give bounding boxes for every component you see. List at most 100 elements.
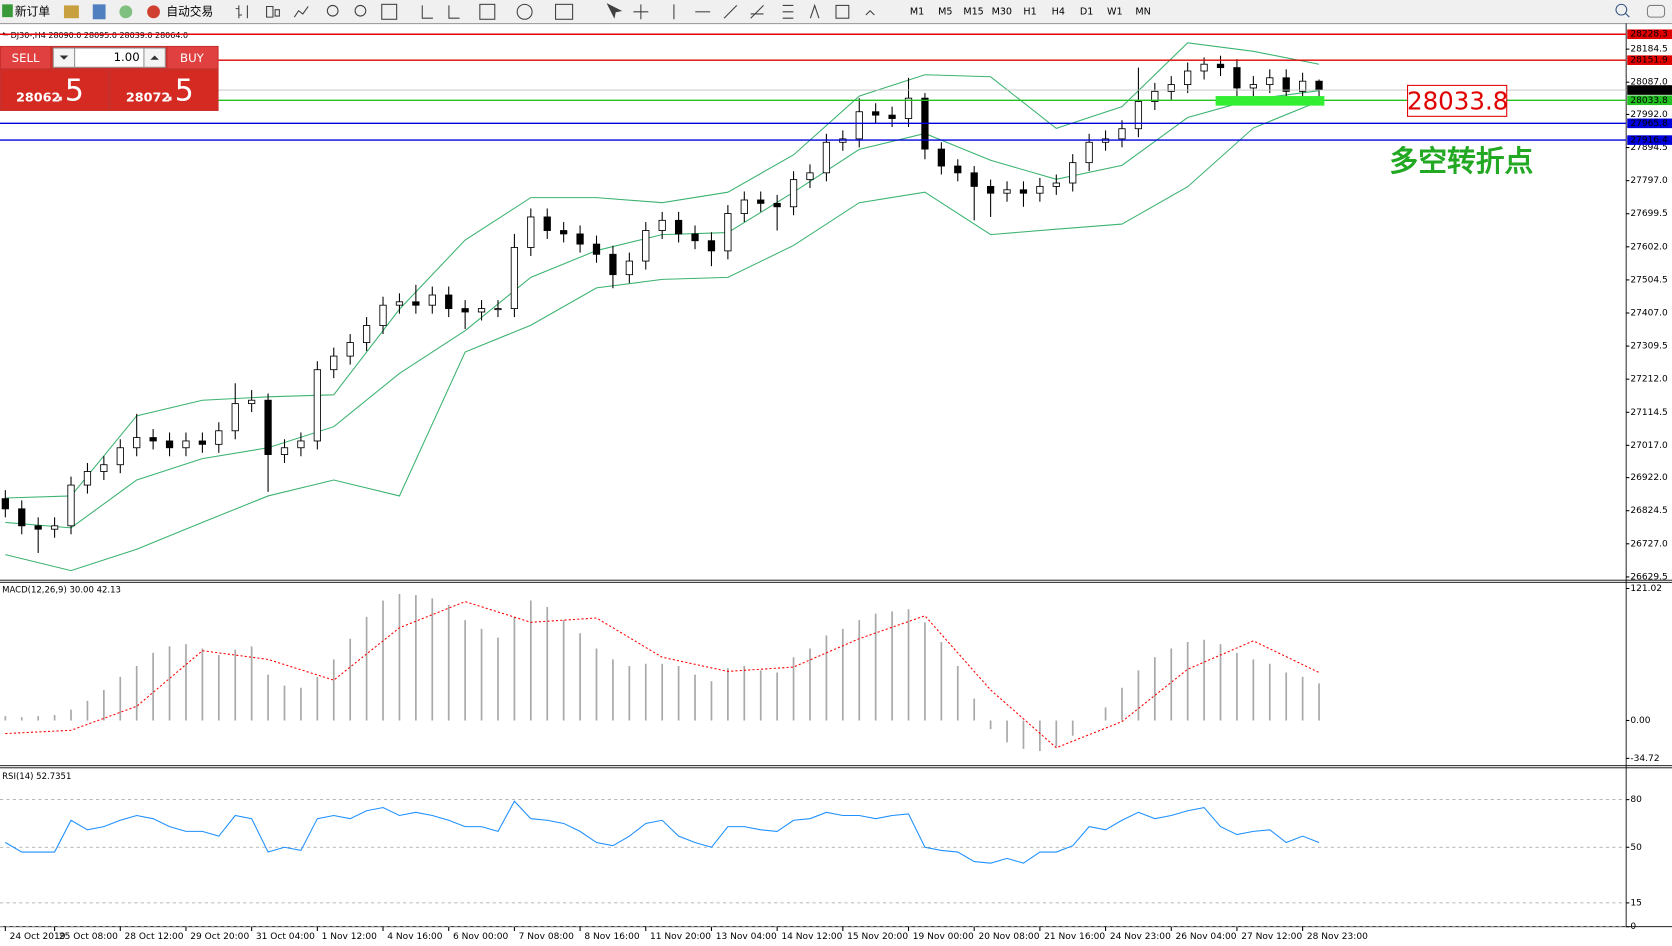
candle-body	[674, 219, 683, 235]
arrow	[59, 55, 69, 60]
candle-body	[1118, 128, 1126, 140]
crosshair[interactable]	[633, 4, 649, 20]
sell-price-box[interactable]	[2, 70, 108, 110]
autoscroll[interactable]	[421, 5, 433, 19]
auto-trading-icon[interactable]	[147, 5, 160, 19]
icon[interactable]	[92, 4, 106, 20]
periods[interactable]	[516, 3, 533, 20]
timeframe-button[interactable]: M15	[963, 6, 983, 17]
zoom-in[interactable]	[326, 4, 339, 17]
timeframe-button[interactable]: M1	[910, 6, 924, 17]
plot: 28184.5 28087.0 27992.0 27894.5 27797.0 27699…	[0, 23, 1672, 942]
price-label: 28228.3	[1630, 30, 1668, 40]
x-tick-label: 8 Nov 16:00	[584, 932, 639, 942]
candle-body	[1200, 63, 1208, 72]
macd-signal	[5, 601, 1320, 749]
timeframe-button[interactable]: D1	[1080, 6, 1093, 17]
candle-body	[494, 308, 502, 311]
y-tick-label: 27992.0	[1630, 110, 1668, 120]
auto-trading-button[interactable]: 自动交易	[166, 4, 213, 18]
candle-body	[1052, 182, 1060, 187]
y-tick-label: 26922.0	[1630, 473, 1668, 483]
candle-body	[1151, 90, 1159, 102]
timeframe-button[interactable]: W1	[1107, 6, 1123, 17]
text-tool[interactable]	[809, 3, 820, 19]
y-tick-label: 50	[1630, 843, 1642, 853]
candle-body	[67, 484, 75, 527]
line-tool[interactable]	[293, 6, 309, 18]
chart-shift[interactable]	[448, 5, 460, 19]
bollinger-band	[5, 100, 1320, 572]
price-label-box	[1627, 29, 1672, 40]
timeframe-button[interactable]: H1	[1023, 6, 1036, 17]
search[interactable]	[1615, 3, 1630, 18]
tile-windows[interactable]	[381, 3, 398, 20]
candle-body	[395, 301, 404, 306]
candle-body	[872, 111, 880, 116]
timeframe-button[interactable]: M30	[992, 6, 1012, 17]
x-tick-label: 20 Nov 08:00	[978, 932, 1039, 942]
y-tick-label: 27797.0	[1630, 176, 1668, 186]
ask-fraction[interactable]: .5	[165, 73, 193, 108]
candle-body	[330, 355, 338, 371]
bar-chart-tool[interactable]	[235, 5, 248, 19]
trendline[interactable]	[723, 5, 738, 19]
candle-body	[707, 240, 716, 252]
candle-body	[740, 199, 748, 214]
bid-price[interactable]: 28062	[16, 91, 60, 106]
timeframe-button[interactable]: MN	[1135, 6, 1150, 17]
x-tick-label: 31 Oct 04:00	[256, 932, 315, 942]
sell-button[interactable]	[1, 47, 51, 69]
timeframe-button[interactable]: M5	[938, 6, 952, 17]
bid-fraction[interactable]: .5	[55, 73, 83, 108]
price-label: 28064.0	[1630, 86, 1668, 96]
new-order-button[interactable]: 新订单	[15, 4, 50, 18]
sell-label[interactable]: SELL	[12, 51, 40, 65]
lot-value[interactable]: 1.00	[114, 50, 140, 64]
new-order-icon[interactable]	[2, 4, 13, 18]
candle-body	[215, 430, 223, 445]
zoom-out[interactable]	[354, 4, 367, 17]
x-tick-label: 24 Oct 2019	[10, 932, 66, 942]
price-label-box	[1627, 135, 1672, 145]
channel[interactable]	[750, 5, 764, 19]
candle-body	[1249, 84, 1257, 89]
templates[interactable]	[555, 3, 574, 20]
candle-body	[198, 440, 207, 445]
candle-body	[1085, 141, 1093, 164]
candle-body	[970, 172, 978, 187]
y-tick-label: -34.72	[1630, 754, 1659, 764]
timeframe-button[interactable]: H4	[1052, 6, 1065, 17]
arrows[interactable]	[865, 9, 875, 16]
buy-price-box[interactable]	[110, 70, 218, 110]
candle-body	[248, 399, 256, 405]
ask-price[interactable]: 28072	[126, 91, 170, 106]
icon[interactable]	[63, 5, 79, 19]
y-tick-label: 28184.5	[1630, 45, 1667, 55]
x-tick-label: 26 Nov 04:00	[1176, 932, 1237, 942]
candle-tool[interactable]	[266, 5, 280, 18]
candle-body	[625, 260, 633, 276]
buy-button[interactable]	[167, 47, 218, 69]
x-tick-label: 13 Nov 04:00	[716, 932, 777, 942]
chart-header: DJ30-,H4 28090.0 28095.0 28039.0 28064.0	[11, 31, 188, 40]
candle-body	[83, 471, 92, 486]
fibonacci[interactable]	[782, 4, 794, 19]
candle-body	[822, 141, 831, 174]
cursor[interactable]	[606, 3, 623, 19]
icon[interactable]	[119, 5, 133, 19]
price-label-box	[1627, 55, 1672, 65]
candle-body	[1298, 80, 1307, 92]
candle-body	[937, 148, 945, 167]
chat[interactable]	[1646, 4, 1666, 18]
buy-label[interactable]: BUY	[180, 51, 205, 65]
annotation: 多空转折点	[1389, 144, 1533, 178]
indicators[interactable]	[479, 3, 496, 20]
label-tool[interactable]	[835, 4, 850, 19]
price-label: 28033.8	[1630, 96, 1668, 106]
candle-body	[592, 243, 601, 255]
candle-body	[428, 294, 436, 306]
x-tick-label: 28 Oct 12:00	[125, 932, 184, 942]
y-tick-label: 27894.5	[1630, 143, 1667, 153]
